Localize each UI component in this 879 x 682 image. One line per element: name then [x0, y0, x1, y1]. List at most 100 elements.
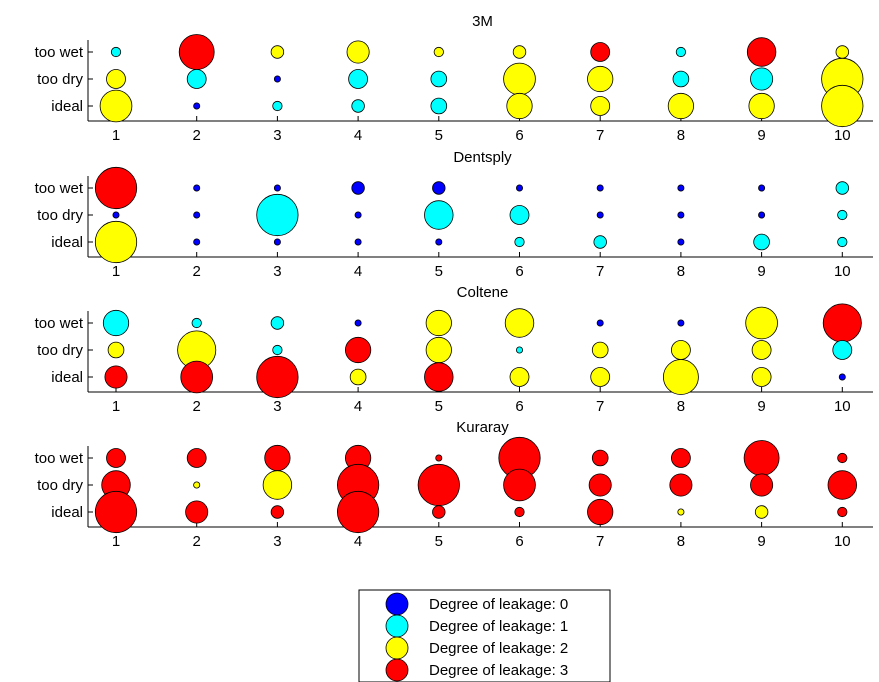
bubble-too-dry-9 — [751, 340, 772, 360]
bubble-ideal-3 — [256, 355, 299, 399]
bubble-ideal-5 — [435, 238, 443, 246]
y-tick-label: too wet — [35, 315, 84, 332]
bubble-too-wet-8 — [677, 184, 685, 192]
bubble-too-wet-1 — [94, 166, 138, 210]
bubble-ideal-6 — [506, 92, 533, 120]
bubble-too-wet-10 — [835, 45, 850, 59]
bubble-too-wet-7 — [590, 42, 611, 62]
legend-label: Degree of leakage: 2 — [429, 640, 568, 657]
bubble-ideal-4 — [351, 99, 365, 113]
bubble-ideal-6 — [514, 236, 525, 248]
bubble-too-wet-1 — [102, 309, 130, 337]
bubble-too-dry-9 — [750, 67, 774, 91]
x-tick-label: 5 — [435, 533, 443, 550]
x-tick-label: 2 — [193, 263, 201, 280]
x-tick-label: 9 — [757, 533, 765, 550]
bubble-ideal-4 — [354, 238, 362, 246]
y-tick-label: too dry — [37, 207, 83, 224]
bubble-ideal-1 — [99, 89, 133, 123]
bubble-too-dry-6 — [509, 205, 530, 225]
legend: Degree of leakage: 0 Degree of leakage: 1… — [358, 589, 611, 682]
bubble-ideal-5 — [430, 97, 448, 115]
x-tick-label: 10 — [834, 263, 851, 280]
bubble-ideal-1 — [94, 490, 138, 534]
bubble-too-dry-1 — [107, 341, 125, 359]
x-tick-label: 3 — [273, 398, 281, 415]
legend-label: Degree of leakage: 1 — [429, 618, 568, 635]
x-tick-label: 8 — [677, 533, 685, 550]
bubble-too-dry-8 — [671, 340, 691, 360]
bubble-ideal-9 — [753, 233, 770, 251]
bubble-too-dry-2 — [193, 481, 201, 489]
legend-marker — [385, 658, 409, 682]
x-tick-label: 1 — [112, 398, 120, 415]
bubble-ideal-8 — [677, 508, 685, 516]
bubble-too-dry-8 — [669, 473, 693, 497]
bubble-too-dry-6 — [516, 346, 524, 354]
bubble-too-dry-3 — [273, 75, 281, 83]
bubble-ideal-10 — [821, 84, 864, 128]
bubble-too-dry-3 — [256, 193, 299, 237]
bubble-ideal-6 — [509, 367, 530, 387]
bubble-too-dry-3 — [272, 344, 283, 356]
bubble-too-dry-2 — [186, 69, 207, 89]
x-tick-label: 7 — [596, 533, 604, 550]
bubble-too-wet-10 — [837, 452, 848, 464]
bubble-ideal-3 — [270, 505, 285, 519]
bubble-too-wet-1 — [106, 448, 126, 468]
panel-3m: 3M too wet too dry ideal 1 2 3 4 5 6 7 8 9 10 — [35, 13, 873, 144]
bubble-too-dry-10 — [837, 209, 848, 221]
bubble-too-dry-5 — [430, 70, 448, 88]
bubble-too-wet-5 — [433, 46, 444, 58]
y-tick-label: too wet — [35, 44, 84, 61]
bubble-too-dry-2 — [193, 211, 201, 219]
bubble-too-wet-8 — [675, 46, 687, 58]
bubble-too-wet-9 — [746, 37, 777, 67]
x-tick-label: 6 — [515, 127, 523, 144]
legend-marker — [385, 592, 409, 616]
x-tick-label: 7 — [596, 263, 604, 280]
legend-marker — [385, 614, 409, 638]
bubble-ideal-2 — [185, 500, 209, 524]
x-tick-label: 4 — [354, 398, 362, 415]
y-tick-label: ideal — [51, 98, 83, 115]
bubble-ideal-7 — [593, 235, 607, 249]
x-tick-label: 1 — [112, 533, 120, 550]
y-tick-label: too wet — [35, 180, 84, 197]
bubble-too-dry-5 — [425, 336, 452, 364]
bubble-too-wet-7 — [596, 184, 604, 192]
bubble-too-wet-2 — [178, 34, 215, 70]
bubble-ideal-10 — [837, 236, 848, 248]
bubble-too-wet-7 — [596, 319, 604, 327]
x-tick-label: 7 — [596, 127, 604, 144]
bubble-too-wet-5 — [425, 309, 452, 337]
panel-title: Kuraray — [456, 419, 509, 436]
bubble-too-dry-1 — [106, 69, 126, 89]
bubble-ideal-6 — [514, 506, 525, 518]
x-tick-label: 10 — [834, 127, 851, 144]
bubble-too-dry-5 — [424, 200, 454, 230]
bubble-ideal-7 — [590, 367, 611, 387]
bubble-too-dry-3 — [262, 470, 293, 500]
bubble-ideal-3 — [272, 100, 283, 112]
bubble-ideal-9 — [751, 367, 772, 387]
bubble-too-dry-4 — [344, 336, 372, 364]
x-tick-label: 3 — [273, 533, 281, 550]
y-tick-label: too wet — [35, 450, 84, 467]
bubble-ideal-7 — [587, 498, 614, 526]
x-tick-label: 9 — [757, 263, 765, 280]
bubble-too-wet-8 — [677, 319, 685, 327]
bubble-ideal-4 — [336, 490, 380, 534]
bubble-too-wet-2 — [191, 317, 202, 329]
bubble-ideal-8 — [677, 238, 685, 246]
panel-title: 3M — [472, 13, 493, 30]
bubble-too-dry-6 — [503, 62, 536, 96]
bubble-too-wet-5 — [435, 454, 443, 462]
x-tick-label: 2 — [193, 398, 201, 415]
bubble-ideal-2 — [193, 102, 201, 110]
bubble-too-wet-10 — [835, 181, 850, 195]
x-tick-label: 5 — [435, 263, 443, 280]
bubble-too-dry-7 — [588, 473, 612, 497]
bubble-too-wet-3 — [273, 184, 281, 192]
bubble-too-wet-7 — [591, 449, 609, 467]
